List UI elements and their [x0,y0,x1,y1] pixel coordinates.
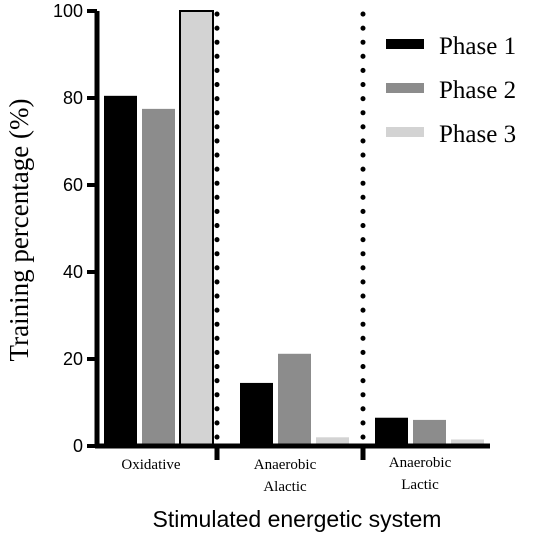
y-tick-label: 0 [73,436,83,456]
y-tick-label: 20 [63,349,83,369]
bar-phase-1 [240,382,273,446]
bars [104,10,484,447]
legend-swatch [386,39,424,49]
y-axis: 0 20 40 60 80 100 [53,1,100,456]
y-tick-label: 40 [63,262,83,282]
x-tick-label: Oxidative [121,457,180,473]
bar-phase-1 [104,95,137,446]
legend-swatch [386,127,424,137]
legend-label: Phase 2 [439,77,516,104]
legend-label: Phase 3 [439,121,516,148]
y-tick-label: 80 [63,88,83,108]
legend-swatch [386,83,424,93]
bar-phase-3 [316,437,349,446]
x-tick-label: Lactic [401,477,439,493]
y-tick-label: 60 [63,175,83,195]
bar-phase-1 [375,417,408,446]
x-tick-label: Anaerobic [254,457,317,473]
bar-phase-2 [142,108,175,446]
x-tick-label: Anaerobic [389,455,452,471]
bar-phase-2 [278,353,311,446]
x-axis-label: Stimulated energetic system [153,506,442,532]
y-axis-label: Training percentage (%) [4,99,34,362]
y-tick-label: 100 [53,1,83,21]
bar-phase-2 [413,419,446,446]
x-tick-label: Alactic [263,479,307,495]
legend-label: Phase 1 [439,33,516,60]
x-axis: Oxidative Anaerobic Alactic Anaerobic Lactic [95,443,490,495]
bar-phase-3 [451,439,484,446]
legend: Phase 1 Phase 2 Phase 3 [386,33,516,148]
bar-phase-3 [179,10,214,447]
